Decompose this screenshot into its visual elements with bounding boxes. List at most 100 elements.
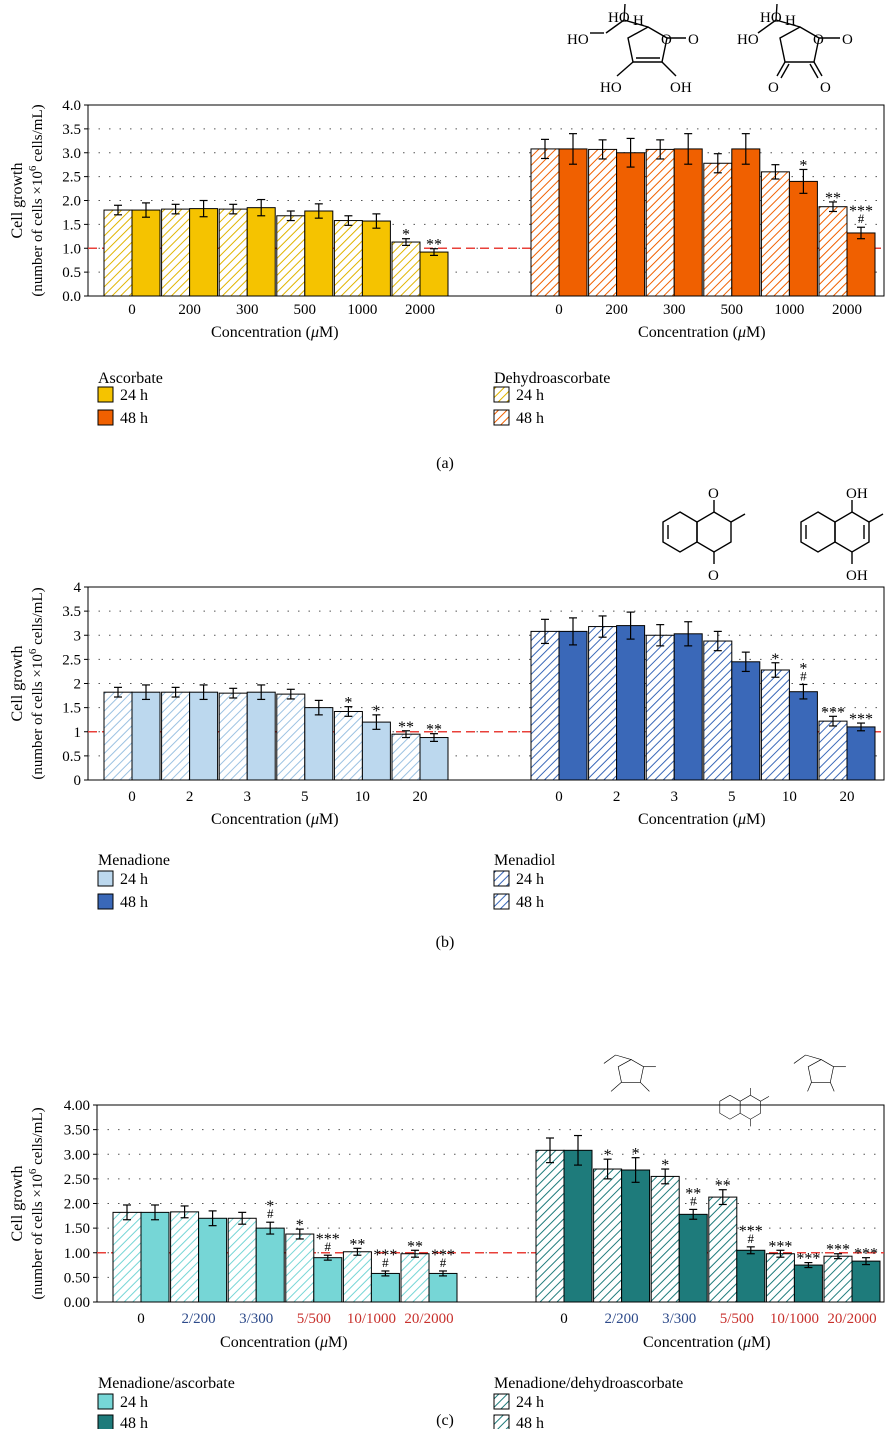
- y-tick-label: 2.5: [62, 652, 81, 668]
- y-tick-label: 3: [74, 628, 82, 644]
- bar: [645, 634, 675, 781]
- x-tick-label: 0: [560, 1311, 568, 1327]
- significance-mark: ***: [768, 1238, 792, 1255]
- significance-mark: *: [296, 1217, 304, 1234]
- legend-label: 48 h: [120, 1415, 148, 1429]
- structure-dehydroascorbate-c: [793, 1054, 846, 1092]
- x-tick-label: 20: [840, 789, 855, 805]
- bar: [678, 1213, 708, 1303]
- x-tick-label: 500: [294, 302, 317, 318]
- y-tick-label: 2.5: [62, 170, 81, 186]
- bar: [703, 162, 733, 297]
- bar: [645, 148, 675, 297]
- x-tick-label: 5: [728, 789, 736, 805]
- bar: [255, 1227, 285, 1303]
- bar: [558, 630, 588, 781]
- bar: [530, 148, 560, 297]
- y-axis-label-pre: (number of cells ×10: [30, 1174, 46, 1300]
- bar: [563, 1149, 593, 1303]
- x-tick-label: 2: [613, 789, 621, 805]
- x-axis-label-mu: μ: [737, 324, 746, 341]
- x-axis-label-post: M): [746, 811, 766, 828]
- y-tick-label: 1.50: [64, 1221, 90, 1237]
- legend-label: 24 h: [516, 387, 544, 404]
- significance-mark: *: [372, 703, 380, 720]
- x-tick-label: 200: [605, 302, 628, 318]
- legend-swatch: [493, 893, 510, 910]
- x-axis-label-post: M): [328, 1334, 348, 1351]
- significance-mark: **: [715, 1178, 731, 1195]
- bar: [246, 207, 276, 297]
- significance-mark: ***: [849, 203, 873, 220]
- bar: [140, 1211, 170, 1303]
- significance-mark: **: [398, 719, 414, 736]
- x-tick-label: 0: [128, 302, 136, 318]
- x-tick-label: 10/1000: [770, 1311, 819, 1327]
- x-tick-label: 2/200: [605, 1311, 639, 1327]
- bar: [818, 206, 848, 297]
- y-tick-label: 0: [74, 773, 82, 789]
- struct-a-ho-top: HO: [608, 10, 630, 26]
- x-tick-label: 300: [236, 302, 259, 318]
- x-axis-label-mu: μ: [310, 811, 319, 828]
- x-axis-label-mu: μ: [737, 811, 746, 828]
- significance-mark: ***: [431, 1247, 455, 1264]
- significance-mark: #: [800, 668, 807, 683]
- legend-swatch: [97, 1414, 114, 1429]
- bar: [304, 210, 334, 297]
- x-axis-label-pre: Concentration (: [638, 324, 738, 341]
- x-tick-label: 3: [670, 789, 678, 805]
- bar: [218, 692, 248, 781]
- bar: [673, 148, 703, 297]
- x-tick-label: 10: [782, 789, 797, 805]
- x-axis-label: Concentration (μM): [638, 811, 766, 828]
- y-tick-label: 3.5: [62, 122, 81, 138]
- struct-b-h: H: [785, 13, 796, 29]
- bar: [530, 630, 560, 781]
- struct-a-oh-bottom: OH: [670, 80, 692, 96]
- x-axis-label-post: M): [319, 324, 339, 341]
- significance-mark: *: [266, 1198, 274, 1215]
- panel-label: (c): [436, 1412, 454, 1429]
- bar: [736, 1249, 766, 1303]
- x-tick-label: 0: [555, 789, 563, 805]
- x-axis-label: Concentration (μM): [211, 811, 339, 828]
- chart-panel-c: 0.00 0.50 1.00 1.50 2.00 2.50 3.00 3.50 4.00 Cell…: [9, 1098, 885, 1429]
- bar: [851, 1260, 881, 1303]
- significance-mark: **: [426, 237, 442, 254]
- legend-swatch: [97, 893, 114, 910]
- legend-swatch: [97, 1393, 114, 1410]
- chart-panel-a: 0.0 0.5 1.0 1.5 2.0 2.5 3.0 3.5 4.0 Cell growth (n…: [9, 98, 885, 472]
- legend-swatch: [493, 870, 510, 887]
- x-axis-label-pre: Concentration (: [638, 811, 738, 828]
- x-tick-label: 20/2000: [404, 1311, 453, 1327]
- y-axis-label-line1: Cell growth: [9, 163, 26, 239]
- y-tick-label: 2: [74, 677, 82, 693]
- significance-mark: *: [771, 651, 779, 668]
- x-tick-label: 300: [663, 302, 686, 318]
- bar: [400, 1253, 430, 1303]
- legend-label: 24 h: [120, 871, 148, 888]
- y-tick-label: 3.5: [62, 604, 81, 620]
- legend-label: 24 h: [516, 1394, 544, 1411]
- y-tick-label: 4.0: [62, 98, 81, 114]
- x-axis-label-mu: μ: [319, 1334, 328, 1351]
- bar: [535, 1149, 565, 1303]
- legend-title-left: Menadione/ascorbate: [98, 1375, 235, 1392]
- y-axis-label-sup: 6: [27, 1168, 39, 1174]
- significance-mark: ***: [849, 711, 873, 728]
- bar: [313, 1257, 343, 1303]
- significance-mark: ***: [826, 1242, 850, 1259]
- bar: [170, 1211, 200, 1303]
- x-axis-label-mu: μ: [310, 324, 319, 341]
- legend-label: 48 h: [516, 894, 544, 911]
- significance-mark: ***: [373, 1247, 397, 1264]
- significance-mark: *: [604, 1147, 612, 1164]
- struct-a-ho-left: HO: [567, 32, 589, 48]
- bar: [342, 1251, 372, 1303]
- bar: [593, 1168, 623, 1303]
- y-tick-label: 0.5: [62, 749, 81, 765]
- bar: [131, 209, 161, 297]
- legend-swatch: [97, 409, 114, 426]
